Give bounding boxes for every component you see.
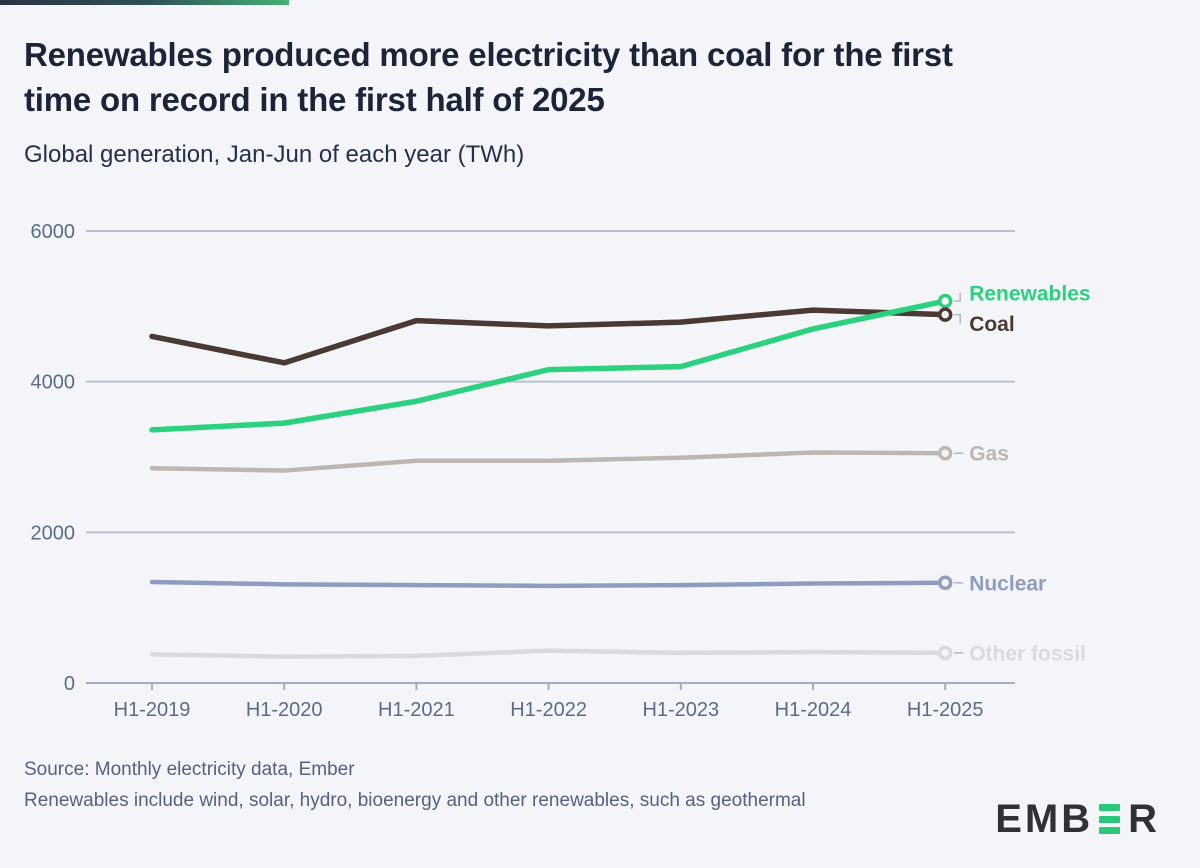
series-endpoint-marker-gas xyxy=(937,445,953,461)
y-tick-label-0: 0 xyxy=(64,673,75,695)
series-label-nuclear: Nuclear xyxy=(969,572,1046,595)
y-tick-label-4000: 4000 xyxy=(31,372,76,394)
series-line-renewables xyxy=(149,298,948,433)
x-tick-label-h1-2020: H1-2020 xyxy=(246,699,323,721)
series-line-other-fossil xyxy=(149,648,948,659)
y-tick-label-2000: 2000 xyxy=(31,522,76,544)
series-line-nuclear xyxy=(149,579,948,589)
series-endpoint-marker-other-fossil xyxy=(937,645,953,661)
series-line-coal xyxy=(149,307,948,366)
series-label-other-fossil: Other fossil xyxy=(969,642,1086,665)
x-tick-label-h1-2019: H1-2019 xyxy=(114,699,191,721)
chart-title-line-2: time on record in the first half of 2025 xyxy=(24,81,605,118)
brand-gradient-bar xyxy=(0,0,289,5)
y-tick-label-6000: 6000 xyxy=(31,221,76,243)
chart-title-line-1: Renewables produced more electricity tha… xyxy=(24,36,953,73)
leader-line-coal xyxy=(954,313,961,324)
series-label-coal: Coal xyxy=(969,313,1015,336)
series-endpoint-marker-renewables xyxy=(937,293,953,309)
methodology-note: Renewables include wind, solar, hydro, b… xyxy=(24,790,806,811)
x-tick-label-h1-2022: H1-2022 xyxy=(510,699,587,721)
series-endpoint-marker-coal xyxy=(937,307,953,322)
x-tick-label-h1-2025: H1-2025 xyxy=(907,699,984,721)
ember-logo: EMB R xyxy=(995,799,1160,839)
ember-logo-text-right: R xyxy=(1128,797,1160,841)
x-tick-label-h1-2024: H1-2024 xyxy=(775,699,852,721)
series-line-gas xyxy=(149,450,948,473)
series-label-gas: Gas xyxy=(969,443,1009,466)
chart-subtitle: Global generation, Jan-Jun of each year … xyxy=(24,141,525,168)
x-tick-label-h1-2021: H1-2021 xyxy=(378,699,455,721)
ember-logo-text-left: EMB xyxy=(995,797,1094,841)
chart-title: Renewables produced more electricity tha… xyxy=(24,32,953,122)
leader-line-renewables xyxy=(954,293,961,302)
series-endpoint-marker-nuclear xyxy=(937,575,953,591)
x-tick-label-h1-2023: H1-2023 xyxy=(642,699,719,721)
series-label-renewables: Renewables xyxy=(969,283,1090,306)
footer: Source: Monthly electricity data, Ember … xyxy=(24,754,806,816)
ember-logo-green-e-icon xyxy=(1099,804,1121,834)
source-note: Source: Monthly electricity data, Ember xyxy=(24,759,355,780)
